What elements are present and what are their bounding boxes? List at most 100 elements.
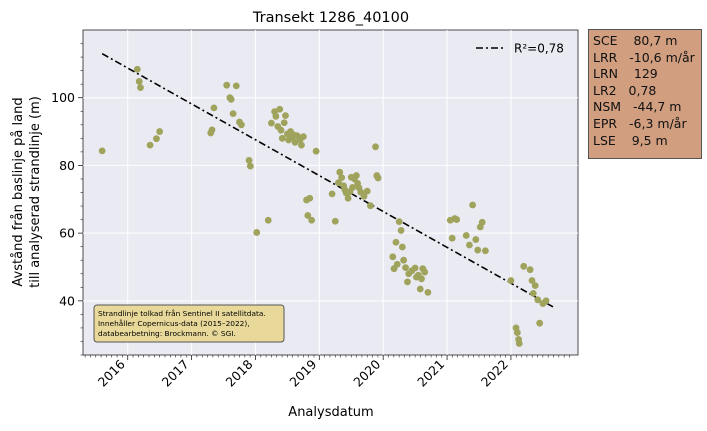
data-point — [153, 135, 160, 143]
y-tick-label: 80 — [59, 158, 75, 173]
x-tick-label: 2020 — [350, 356, 383, 389]
data-point — [291, 138, 299, 146]
annotation-box — [93, 304, 285, 343]
stat-sce: SCE 80,7 m — [593, 33, 678, 48]
trend-line-group — [101, 53, 555, 309]
data-point — [277, 126, 285, 134]
grid-lines — [83, 30, 578, 355]
data-point — [133, 65, 141, 73]
data-point — [367, 202, 374, 210]
x-tick-label: 2019 — [286, 356, 319, 389]
data-point — [393, 260, 401, 268]
data-point — [146, 141, 154, 149]
data-point — [416, 285, 424, 293]
data-point — [392, 238, 400, 246]
data-point — [98, 147, 106, 155]
data-point — [402, 264, 409, 272]
data-point — [352, 172, 360, 179]
data-point — [398, 243, 406, 251]
data-point — [335, 179, 342, 187]
data-point — [453, 216, 461, 223]
data-point — [372, 143, 379, 151]
x-tick-label: 2022 — [478, 357, 511, 390]
data-point — [404, 278, 411, 286]
trend-line — [101, 53, 555, 309]
data-point — [336, 168, 344, 176]
y-tick-labels: 40 60 80 100 — [51, 90, 75, 308]
data-point — [536, 319, 544, 327]
stat-nsm: NSM -44,7 m — [593, 99, 682, 115]
data-point — [272, 112, 280, 120]
stat-lrn: LRN 129 — [593, 66, 658, 82]
axis-ticks — [78, 43, 570, 360]
data-point — [308, 216, 316, 224]
x-tick-labels: 2016 2017 2018 2019 2020 2021 2022 — [95, 356, 511, 389]
data-point — [253, 229, 261, 236]
data-point — [474, 246, 482, 254]
data-point — [374, 174, 382, 182]
legend: R²=0,78 — [476, 42, 564, 56]
data-point — [229, 110, 237, 118]
data-point — [278, 134, 286, 142]
data-point — [395, 218, 403, 226]
data-point — [268, 119, 275, 127]
data-point — [389, 253, 397, 261]
data-point — [481, 247, 489, 255]
data-point — [397, 227, 405, 234]
y-axis-title-line-1: Avstånd från baslinje på land — [11, 97, 26, 286]
data-point — [363, 187, 371, 195]
chart-title: Transekt 1286_40100 — [252, 10, 409, 26]
data-point — [246, 162, 254, 170]
stat-lrr: LRR -10,6 m/år — [593, 49, 695, 65]
data-point — [276, 105, 284, 113]
data-point — [529, 289, 537, 297]
y-tick-label: 60 — [59, 226, 75, 241]
y-axis-title-line-2: till analyserad strandlinje (m) — [28, 96, 43, 288]
data-point — [338, 174, 346, 182]
data-point — [360, 192, 368, 200]
data-point — [466, 241, 473, 249]
data-point — [156, 128, 164, 135]
data-point — [227, 96, 235, 103]
data-point — [208, 126, 216, 134]
data-point — [210, 104, 218, 112]
data-point — [526, 266, 534, 274]
data-point — [280, 119, 288, 127]
data-point — [135, 78, 143, 85]
data-point — [424, 288, 432, 296]
statistics-panel: SCE 80,7 m LRR -10,6 m/år LRN 129 LR2 0,… — [588, 29, 702, 159]
data-point — [448, 234, 456, 242]
data-point — [298, 141, 305, 149]
stat-epr: EPR -6,3 m/år — [593, 115, 687, 131]
data-point — [282, 112, 289, 120]
data-point — [515, 340, 523, 347]
y-tick-label: 100 — [51, 90, 75, 105]
stat-lr2: LR2 0,78 — [593, 82, 657, 98]
data-point — [349, 184, 356, 191]
y-axis-title: Avstånd från baslinje på land till analy… — [11, 96, 43, 288]
data-point — [472, 236, 480, 243]
annotation-line-3: databearbetning: Brockmann. © SGI. — [98, 329, 236, 338]
x-tick-label: 2017 — [159, 357, 192, 390]
data-point — [421, 268, 429, 276]
data-point — [528, 277, 536, 284]
data-point — [264, 216, 272, 224]
data-point — [328, 190, 336, 198]
data-point — [507, 277, 515, 284]
data-point — [312, 147, 320, 155]
source-annotation: Strandlinje tolkad från Sentinel II sate… — [93, 304, 285, 343]
data-point — [238, 121, 245, 129]
legend-label: R²=0,78 — [514, 42, 564, 56]
data-point — [513, 329, 521, 337]
data-point — [534, 296, 542, 304]
annotation-line-1: Strandlinje tolkad från Sentinel II sate… — [98, 309, 266, 318]
annotation-line-2: Innehåller Copernicus-data (2015–2022), — [98, 319, 250, 328]
data-point — [245, 156, 253, 164]
x-tick-label: 2016 — [95, 356, 128, 389]
data-point — [531, 282, 539, 289]
data-point — [299, 133, 307, 141]
x-tick-label: 2021 — [414, 357, 447, 390]
data-point — [331, 217, 339, 225]
data-point — [462, 232, 470, 239]
data-point — [469, 201, 477, 209]
